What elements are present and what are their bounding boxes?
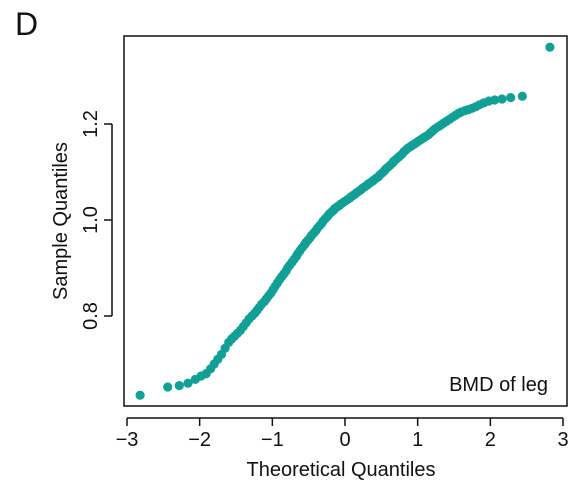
series-annotation-label: BMD of leg (449, 374, 548, 396)
data-point (497, 94, 507, 104)
data-point (545, 42, 555, 52)
x-tick-label: 2 (485, 429, 496, 451)
data-point (506, 93, 516, 103)
y-axis-label: Sample Quantiles (50, 142, 72, 300)
x-tick-label: 3 (557, 429, 568, 451)
data-point (183, 378, 193, 388)
panel-label: D (15, 6, 39, 42)
x-axis-label: Theoretical Quantiles (247, 459, 436, 481)
y-tick-label: 1.0 (80, 206, 102, 234)
y-tick-label: 0.8 (80, 302, 102, 330)
x-axis: −3 −2 −1 0 1 2 3 (116, 417, 569, 451)
y-axis: 0.8 1.0 1.2 (80, 110, 113, 330)
x-tick-label: −2 (188, 429, 211, 451)
data-point (135, 390, 145, 400)
x-tick-label: −1 (261, 429, 284, 451)
x-tick-label: 1 (412, 429, 423, 451)
y-tick-label: 1.2 (80, 110, 102, 138)
data-point (517, 91, 527, 101)
x-tick-label: 0 (339, 429, 350, 451)
data-points (135, 42, 555, 400)
plot-area-frame (123, 35, 568, 407)
data-point (174, 381, 184, 391)
data-point (163, 382, 173, 392)
x-tick-label: −3 (116, 429, 139, 451)
data-point (490, 95, 500, 105)
